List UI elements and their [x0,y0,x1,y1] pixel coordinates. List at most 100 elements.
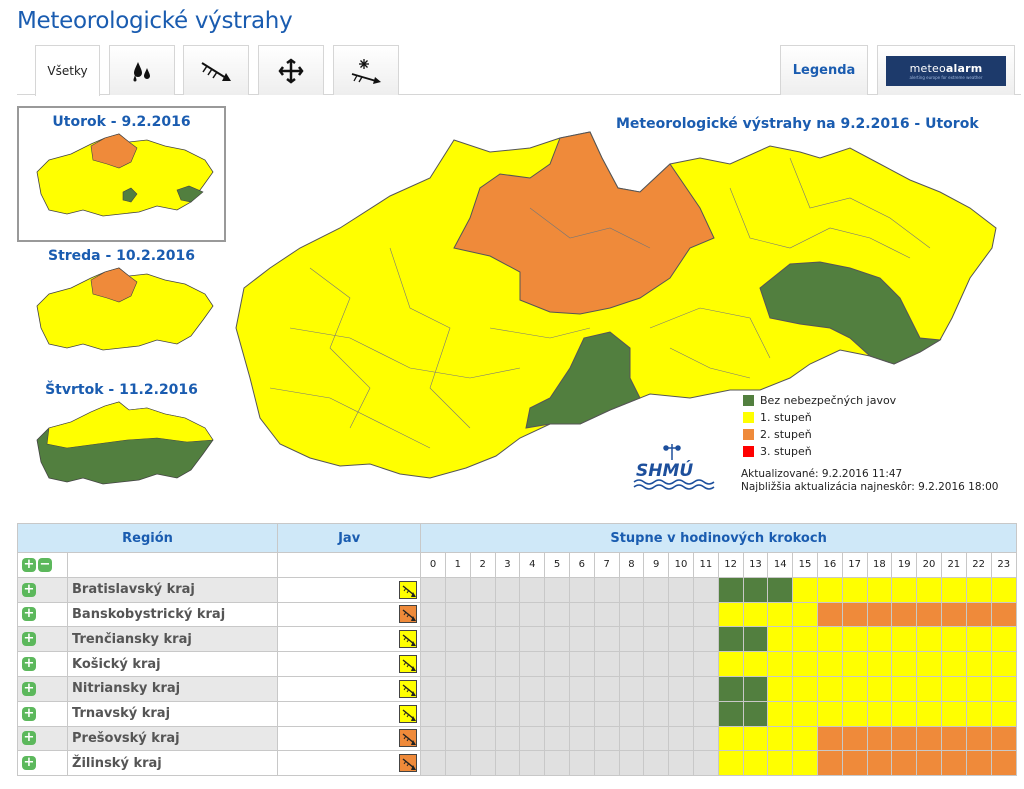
thumbnail-map-thursday [36,401,214,485]
wind-warning-icon[interactable] [399,605,418,624]
hour-cell [965,601,992,628]
expand-row-button[interactable]: + [22,705,36,721]
hour-label: 7 [593,552,620,578]
hour-cell [544,651,570,677]
hour-cell [816,700,843,727]
hour-cell [965,651,992,677]
update-info: Aktualizované: 9.2.2016 11:47 Najbližšia… [741,468,998,494]
hour-cell [519,700,546,727]
wind-warning-icon[interactable] [399,754,418,773]
region-name: Žilinský kraj [67,750,279,777]
hour-cell [990,675,1017,702]
hour-cell [792,601,818,628]
expand-all-button[interactable]: + [22,556,36,572]
tab-all[interactable]: Všetky [35,45,100,96]
expand-row-button[interactable]: + [22,631,36,647]
meteoalarm-text: meteo [909,61,946,75]
hour-cell [742,601,769,628]
day-label: Streda - 10.2.2016 [47,248,196,264]
hour-cell [544,750,570,777]
meteoalarm-logo: meteoalarm alerting europe for extreme w… [886,55,1006,86]
hour-cell [469,576,496,603]
hour-cell [916,750,942,777]
hour-cell [593,601,620,628]
expand-row-button[interactable]: + [22,656,36,672]
tab-legend[interactable]: Legenda [780,45,868,95]
expand-row-button[interactable]: + [22,606,36,622]
hour-cell [916,675,942,702]
hour-cell [692,626,719,653]
hour-cell [866,700,893,727]
hour-cell [692,725,719,752]
hour-cell [891,651,918,677]
next-update-time: Najbližšia aktualizácia najneskôr: 9.2.2… [741,481,999,493]
hour-cell [891,700,918,727]
hour-label: 23 [990,552,1017,578]
hour-cell [519,626,546,653]
wind-warning-icon[interactable] [399,655,418,674]
hour-cell [618,576,645,603]
hour-cell [841,626,868,653]
wind-warning-icon[interactable] [399,580,418,599]
hour-cell [469,725,496,752]
hour-cell [420,750,446,777]
tab-frost[interactable] [258,45,324,95]
tab-wind[interactable] [183,45,249,95]
hour-cell [717,576,744,603]
wind-icon [201,61,231,81]
wind-warning-icon[interactable] [399,729,418,748]
hour-cell [841,651,868,677]
expand-collapse-controls: + − [16,552,69,578]
hour-label: 10 [668,552,694,578]
hour-cell [767,675,794,702]
legend-item: Bez nebezpečných javov [743,392,896,409]
table-row: + Košický kraj [16,651,1017,677]
header-region: Región [16,523,279,553]
hour-cell [940,576,967,603]
meteoalarm-text-bold: alarm [945,61,983,75]
wind-warning-icon[interactable] [399,704,418,723]
expand-row-button[interactable]: + [22,730,36,746]
hour-cell [444,601,471,628]
hour-cell [916,576,942,603]
day-card-wednesday[interactable]: Streda - 10.2.2016 [17,242,226,372]
hour-cell [568,700,595,727]
hour-cell [742,700,769,727]
hour-cell [940,651,967,677]
tab-snow-wind[interactable] [333,45,399,95]
tab-rain[interactable] [109,45,175,95]
hour-label: 5 [544,552,570,578]
hour-cell [990,626,1017,653]
warnings-table: Región Jav Stupne v hodinových krokoch +… [16,523,1017,777]
wind-warning-icon[interactable] [399,679,418,698]
expand-row-button[interactable]: + [22,581,36,597]
hour-label: 11 [692,552,719,578]
slovakia-warning-map[interactable] [230,128,1010,498]
day-card-tuesday[interactable]: Utorok - 9.2.2016 [17,106,226,242]
collapse-all-button[interactable]: − [38,556,52,572]
wind-warning-icon[interactable] [399,630,418,649]
legend-item: 1. stupeň [743,409,896,426]
hour-cell [767,700,794,727]
legend-label: 1. stupeň [760,411,812,424]
hour-cell [891,725,918,752]
hour-cell [618,626,645,653]
hour-cell [444,700,471,727]
hour-cell [593,725,620,752]
hour-cell [568,601,595,628]
jav-cell [277,651,422,677]
expand-row-button[interactable]: + [22,755,36,771]
hour-label: 16 [816,552,843,578]
tab-meteoalarm[interactable]: meteoalarm alerting europe for extreme w… [877,45,1015,95]
hour-cell [494,750,521,777]
hour-cell [544,725,570,752]
hour-cell [444,651,471,677]
hour-cell [692,675,719,702]
expand-row-button[interactable]: + [22,680,36,696]
jav-cell [277,675,422,702]
hour-cell [816,576,843,603]
rain-drops-icon [133,61,150,81]
day-card-thursday[interactable]: Štvrtok - 11.2.2016 [17,376,226,506]
hour-cell [792,700,818,727]
hour-cell [519,675,546,702]
